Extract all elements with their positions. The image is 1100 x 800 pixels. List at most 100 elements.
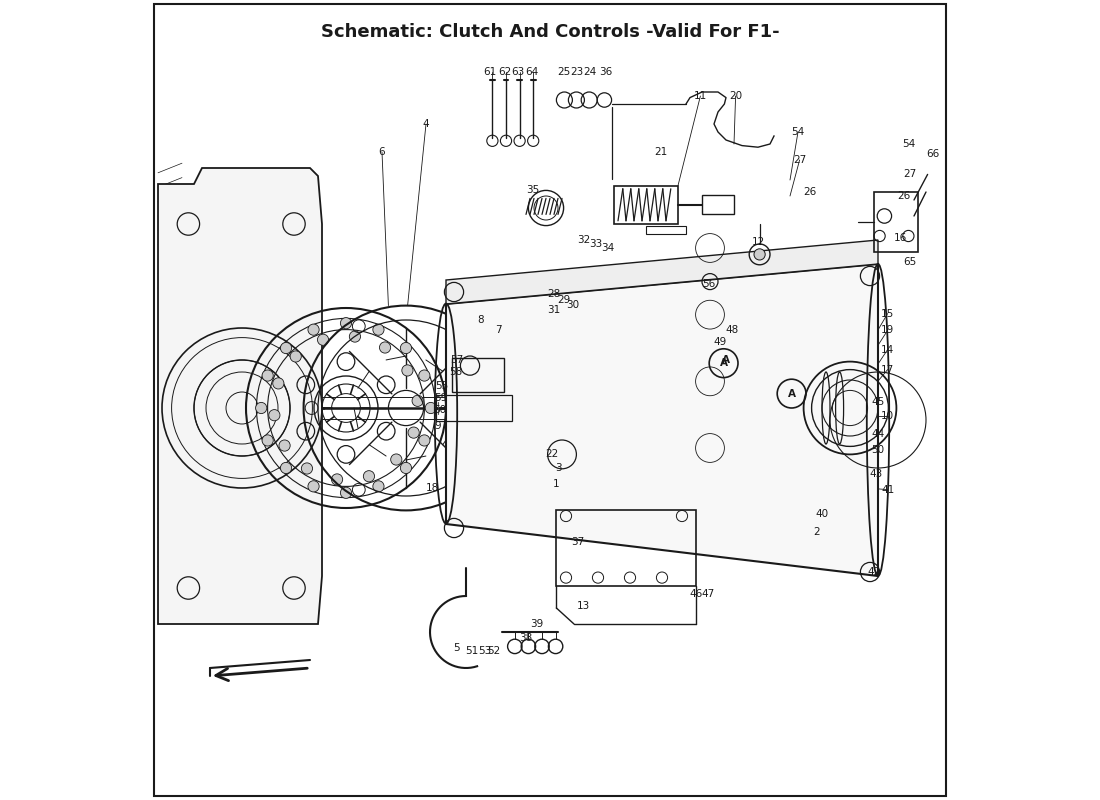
- Text: 65: 65: [903, 258, 916, 267]
- Text: 45: 45: [871, 397, 884, 406]
- Text: 66: 66: [926, 149, 939, 158]
- Circle shape: [419, 435, 430, 446]
- Text: 34: 34: [601, 243, 614, 253]
- Text: 40: 40: [815, 509, 828, 518]
- Text: 9: 9: [434, 421, 441, 430]
- Text: 52: 52: [487, 646, 500, 656]
- Text: 58: 58: [449, 367, 462, 377]
- Circle shape: [400, 342, 411, 354]
- Circle shape: [268, 410, 280, 421]
- Circle shape: [402, 365, 412, 376]
- Text: 8: 8: [477, 315, 484, 325]
- Polygon shape: [446, 240, 878, 304]
- Text: 62: 62: [498, 67, 512, 77]
- Text: 29: 29: [557, 295, 570, 305]
- Circle shape: [340, 487, 352, 498]
- Polygon shape: [446, 264, 878, 576]
- Bar: [452, 358, 505, 392]
- Text: 25: 25: [557, 67, 570, 77]
- Circle shape: [290, 351, 301, 362]
- Text: 12: 12: [751, 237, 764, 246]
- Text: 7: 7: [495, 325, 502, 334]
- Text: 32: 32: [578, 235, 591, 245]
- Circle shape: [301, 463, 312, 474]
- Bar: [557, 510, 696, 586]
- Text: 18: 18: [426, 483, 439, 493]
- Text: 27: 27: [903, 170, 916, 179]
- Text: 5: 5: [453, 643, 460, 653]
- Text: 63: 63: [512, 67, 525, 77]
- Text: 39: 39: [530, 619, 543, 629]
- Circle shape: [318, 334, 329, 346]
- Text: 24: 24: [583, 67, 596, 77]
- Text: 49: 49: [713, 338, 726, 347]
- Circle shape: [273, 378, 284, 389]
- Text: 19: 19: [881, 326, 894, 335]
- Text: 54: 54: [902, 139, 915, 149]
- Text: 4: 4: [422, 119, 429, 129]
- Text: A: A: [788, 389, 795, 398]
- Text: 51: 51: [465, 646, 478, 656]
- Text: Schematic: Clutch And Controls -Valid For F1-: Schematic: Clutch And Controls -Valid Fo…: [321, 23, 779, 41]
- Text: 2: 2: [813, 527, 820, 537]
- Text: 59: 59: [433, 394, 447, 403]
- Text: A: A: [722, 355, 730, 365]
- Text: 10: 10: [881, 411, 894, 421]
- Text: 55: 55: [436, 381, 449, 390]
- Text: 33: 33: [588, 239, 602, 249]
- Circle shape: [350, 331, 361, 342]
- Text: 27: 27: [793, 155, 806, 165]
- Text: 54: 54: [791, 127, 804, 137]
- Bar: [646, 226, 686, 234]
- Circle shape: [373, 481, 384, 492]
- Text: 48: 48: [725, 325, 738, 334]
- Circle shape: [390, 454, 402, 465]
- Text: 35: 35: [526, 186, 539, 195]
- Circle shape: [331, 474, 343, 485]
- Text: 61: 61: [483, 67, 496, 77]
- Text: 26: 26: [896, 191, 910, 201]
- Circle shape: [262, 435, 273, 446]
- Circle shape: [412, 395, 424, 406]
- Bar: [874, 192, 918, 252]
- Text: 41: 41: [881, 485, 894, 494]
- Circle shape: [308, 324, 319, 335]
- Text: 11: 11: [694, 91, 707, 101]
- Circle shape: [340, 318, 352, 329]
- Text: 64: 64: [525, 67, 538, 77]
- Text: 30: 30: [565, 300, 579, 310]
- Text: 60: 60: [433, 406, 447, 415]
- Bar: [437, 395, 513, 421]
- Circle shape: [754, 249, 766, 260]
- Circle shape: [426, 402, 437, 414]
- Text: 3: 3: [554, 463, 561, 473]
- Text: 31: 31: [548, 306, 561, 315]
- Text: 46: 46: [689, 589, 702, 598]
- Text: 16: 16: [894, 234, 908, 243]
- Text: 37: 37: [571, 538, 584, 547]
- Circle shape: [373, 324, 384, 335]
- Text: 42: 42: [868, 567, 881, 577]
- Text: 6: 6: [378, 147, 385, 157]
- Text: 15: 15: [881, 309, 894, 318]
- Text: 28: 28: [548, 290, 561, 299]
- Text: 17: 17: [881, 365, 894, 374]
- Circle shape: [419, 370, 430, 381]
- Text: 22: 22: [544, 450, 558, 459]
- Polygon shape: [158, 168, 322, 624]
- Text: 1: 1: [553, 479, 560, 489]
- Circle shape: [280, 342, 292, 354]
- Text: 50: 50: [871, 445, 884, 454]
- Circle shape: [363, 470, 374, 482]
- Text: 20: 20: [729, 91, 743, 101]
- Text: 56: 56: [702, 279, 715, 289]
- Circle shape: [279, 440, 290, 451]
- Text: 43: 43: [870, 469, 883, 478]
- Text: 13: 13: [578, 602, 591, 611]
- Text: 57: 57: [450, 355, 463, 365]
- Text: 47: 47: [702, 589, 715, 598]
- Text: 53: 53: [477, 646, 491, 656]
- Text: 14: 14: [881, 345, 894, 354]
- Circle shape: [262, 370, 273, 381]
- Text: A: A: [719, 358, 727, 368]
